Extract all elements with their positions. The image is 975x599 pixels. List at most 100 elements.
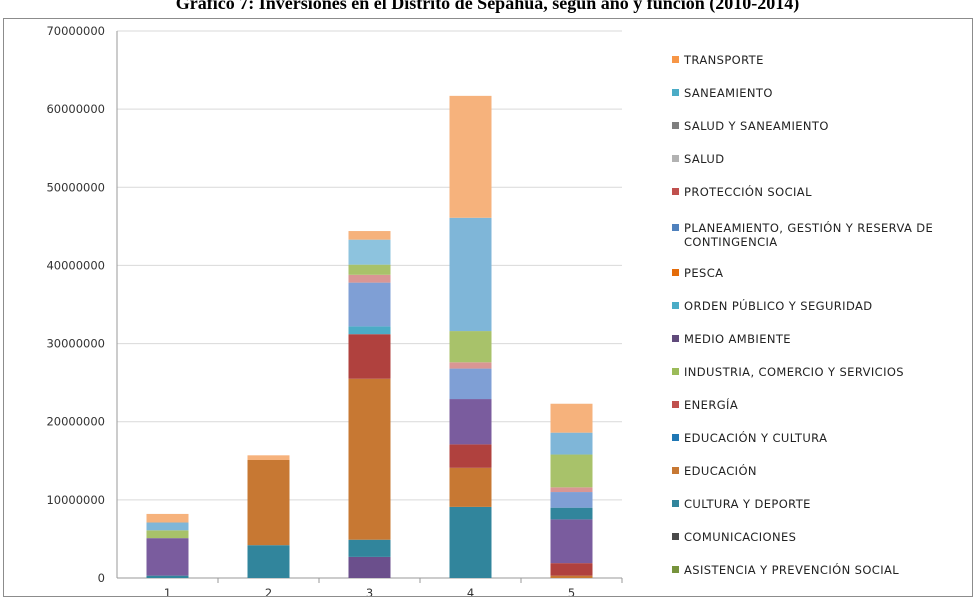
legend-label: MEDIO AMBIENTE — [684, 332, 791, 346]
bar-segment — [348, 556, 391, 578]
bar-segment — [550, 454, 593, 488]
bar-stack-4 — [449, 95, 492, 578]
bar-stack-3 — [348, 231, 391, 578]
bar-segment — [146, 538, 189, 576]
bar-segment — [550, 563, 593, 576]
legend-swatch — [672, 302, 679, 309]
legend-swatch — [672, 89, 679, 96]
y-tick-label: 70000000 — [46, 24, 105, 38]
legend-swatch — [672, 566, 679, 573]
legend-label: ASISTENCIA Y PREVENCIÓN SOCIAL — [684, 563, 900, 577]
bar-segment — [550, 492, 593, 508]
x-tick-labels: 1 2 3 4 5 — [164, 586, 575, 596]
bar-segment — [449, 331, 492, 363]
legend-item: INDUSTRIA, COMERCIO Y SERVICIOS — [672, 365, 975, 379]
x-tick-label: 1 — [164, 586, 171, 596]
bar-segment — [146, 513, 189, 523]
bar-segment — [550, 403, 593, 433]
legend-label: PROTECCIÓN SOCIAL — [684, 185, 812, 199]
chart-frame: 0 10000000 20000000 30000000 40000000 5000000… — [3, 18, 973, 597]
bar-segment — [247, 545, 290, 578]
legend-swatch — [672, 467, 679, 474]
legend-label: EDUCACIÓN Y CULTURA — [684, 431, 828, 445]
legend-swatch — [672, 122, 679, 129]
legend-swatch — [672, 335, 679, 342]
legend-swatch — [672, 368, 679, 375]
legend-item: EDUCACIÓN Y CULTURA — [672, 431, 827, 445]
bar-segment — [348, 274, 391, 283]
bar-segment — [146, 575, 189, 578]
y-tick-label: 60000000 — [46, 102, 105, 116]
legend-label: ORDEN PÚBLICO Y SEGURIDAD — [684, 299, 873, 313]
legend-swatch — [672, 188, 679, 195]
legend-swatch — [672, 401, 679, 408]
legend-label: ENERGÍA — [684, 398, 739, 412]
bar-segment — [348, 378, 391, 540]
bar-segment — [449, 444, 492, 468]
legend-label: PLANEAMIENTO, GESTIÓN Y RESERVA DE CONTI… — [684, 221, 934, 249]
bar-segment — [550, 432, 593, 455]
bar-segment — [348, 539, 391, 557]
legend-swatch — [672, 224, 679, 231]
legend-item: SALUD Y SANEAMIENTO — [672, 119, 829, 133]
bar-segment — [449, 368, 492, 400]
bar-segment — [449, 95, 492, 218]
bar-segment — [550, 575, 593, 578]
bar-segment — [550, 507, 593, 520]
y-tick-label: 40000000 — [46, 258, 105, 272]
bar-segment — [348, 239, 391, 265]
legend-item: ORDEN PÚBLICO Y SEGURIDAD — [672, 299, 873, 313]
bar-segment — [449, 399, 492, 445]
legend-item: PROTECCIÓN SOCIAL — [672, 185, 812, 199]
bar-segment — [348, 282, 391, 327]
bar-segment — [348, 326, 391, 335]
legend-item: PESCA — [672, 266, 723, 280]
y-tick-labels: 0 10000000 20000000 30000000 40000000 5000000… — [46, 24, 105, 585]
x-tick-label: 4 — [467, 586, 474, 596]
legend-item: SALUD — [672, 152, 725, 166]
legend-item: TRANSPORTE — [672, 53, 764, 67]
bar-segment — [146, 530, 189, 539]
legend-swatch — [672, 269, 679, 276]
bar-segment — [247, 460, 290, 546]
x-tick-label: 3 — [366, 586, 373, 596]
bar-segment — [146, 522, 189, 531]
bar-stack-2 — [247, 455, 290, 578]
bar-stack-5 — [550, 403, 593, 578]
bar-segment — [449, 217, 492, 332]
legend-label: SALUD Y SANEAMIENTO — [684, 119, 829, 133]
bar-segment — [449, 362, 492, 369]
legend-label: EDUCACIÓN — [684, 464, 757, 478]
chart-title: Gráfico 7: Inversiones en el Distrito de… — [175, 0, 800, 13]
legend-swatch — [672, 533, 679, 540]
legend-label: INDUSTRIA, COMERCIO Y SERVICIOS — [684, 365, 905, 379]
bar-segment — [550, 487, 593, 493]
legend-item: EDUCACIÓN — [672, 464, 757, 478]
legend-label: SANEAMIENTO — [684, 86, 773, 100]
legend-label: TRANSPORTE — [684, 53, 764, 67]
legend-item: ASISTENCIA Y PREVENCIÓN SOCIAL — [672, 563, 899, 577]
y-tick-label: 50000000 — [46, 180, 105, 194]
legend-swatch — [672, 434, 679, 441]
y-tick-label: 0 — [98, 571, 105, 585]
plot-area: 0 10000000 20000000 30000000 40000000 5000000… — [46, 24, 623, 596]
legend-item: SANEAMIENTO — [672, 86, 773, 100]
y-tick-label: 30000000 — [46, 337, 105, 351]
legend-item: CULTURA Y DEPORTE — [672, 497, 811, 511]
legend-swatch — [672, 155, 679, 162]
legend-swatch — [672, 500, 679, 507]
bar-segment — [550, 519, 593, 564]
legend-label: COMUNICACIONES — [684, 530, 797, 544]
bar-segment — [348, 264, 391, 275]
bar-segment — [449, 467, 492, 507]
legend-item: MEDIO AMBIENTE — [672, 332, 791, 346]
legend-label: CULTURA Y DEPORTE — [684, 497, 811, 511]
legend-item: ENERGÍA — [672, 398, 738, 412]
bar-segment — [247, 455, 290, 461]
x-tick-label: 5 — [568, 586, 575, 596]
bar-segment — [348, 231, 391, 240]
bar-stack-1 — [146, 513, 189, 578]
legend-label: SALUD — [684, 152, 725, 166]
legend-item: COMUNICACIONES — [672, 530, 796, 544]
y-tick-label: 10000000 — [46, 493, 105, 507]
